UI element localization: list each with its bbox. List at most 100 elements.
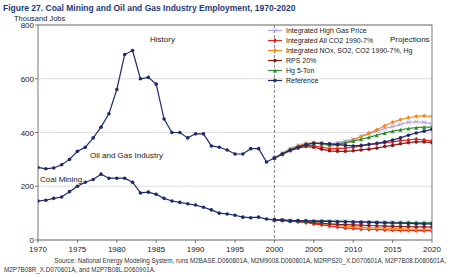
series-marker — [249, 147, 253, 151]
plot-frame — [38, 25, 432, 240]
series-marker — [60, 195, 64, 199]
series-marker — [344, 220, 348, 224]
series-marker — [343, 219, 347, 223]
series-marker — [312, 140, 316, 145]
series-marker — [107, 112, 111, 116]
series-marker — [280, 218, 284, 222]
series-marker — [359, 144, 363, 149]
series-marker — [391, 224, 395, 228]
series-marker — [351, 144, 355, 148]
x-tick — [274, 240, 275, 243]
series-marker — [202, 132, 206, 136]
series-marker — [414, 126, 418, 130]
series-marker — [154, 82, 158, 86]
series-marker — [76, 150, 80, 154]
series-marker — [359, 220, 363, 224]
series-marker — [406, 220, 410, 224]
x-tick — [432, 240, 433, 243]
series-marker — [383, 221, 387, 225]
annotation: Coal Mining — [40, 175, 82, 184]
series-marker — [91, 178, 95, 182]
series-marker — [398, 122, 402, 126]
series-marker — [123, 53, 127, 57]
series-marker — [406, 120, 410, 124]
series-line — [274, 116, 432, 158]
series-marker — [312, 220, 316, 225]
series-marker — [288, 219, 292, 224]
legend-marker — [273, 48, 277, 53]
series-marker — [422, 222, 426, 226]
series-marker — [414, 114, 418, 119]
series-marker — [304, 219, 308, 224]
series-marker — [351, 220, 355, 224]
series-marker — [391, 138, 395, 142]
series-marker — [273, 156, 277, 160]
series-marker — [367, 135, 371, 139]
series-marker — [375, 127, 379, 132]
series-marker — [344, 144, 348, 148]
series-marker — [391, 125, 395, 129]
series-marker — [414, 221, 418, 225]
series-marker — [272, 217, 276, 222]
series-marker — [210, 208, 214, 212]
series-marker — [280, 218, 284, 223]
series-marker — [115, 88, 119, 92]
series-marker — [273, 156, 277, 160]
series-marker — [407, 141, 411, 145]
series-marker — [383, 140, 387, 144]
series-marker — [202, 205, 206, 209]
series-marker — [406, 126, 410, 130]
series-marker — [391, 120, 395, 125]
series-marker — [296, 145, 300, 149]
series-line — [274, 220, 432, 231]
series-marker — [414, 131, 418, 135]
series-marker — [210, 144, 214, 148]
x-tick-label: 2000 — [266, 245, 284, 254]
series-marker — [422, 221, 426, 225]
series-marker — [422, 125, 426, 129]
series-marker — [304, 219, 308, 223]
series-marker — [351, 145, 355, 150]
series-marker — [194, 132, 198, 136]
series-marker — [131, 49, 135, 53]
series-marker — [328, 143, 332, 147]
annotation: Oil and Gas Industry — [90, 151, 163, 160]
series-marker — [399, 221, 403, 225]
series-marker — [194, 203, 198, 207]
title: Figure 27. Coal Mining and Oil and Gas I… — [3, 3, 296, 13]
series-marker — [288, 219, 292, 224]
legend-marker — [273, 38, 277, 43]
series-marker — [265, 160, 269, 164]
series-marker — [44, 167, 48, 171]
legend-label: Reference — [286, 77, 318, 84]
series-marker — [280, 218, 284, 222]
series-marker — [304, 219, 308, 223]
series-marker — [162, 117, 166, 121]
series-marker — [304, 219, 308, 223]
series-marker — [367, 220, 371, 224]
series-marker — [304, 142, 308, 146]
series-marker — [76, 184, 80, 188]
series-line — [274, 220, 432, 229]
series-marker — [399, 136, 403, 140]
series-marker — [154, 193, 158, 197]
series-marker — [422, 113, 426, 118]
series-marker — [391, 144, 395, 148]
series-marker — [131, 180, 135, 184]
series-marker — [296, 219, 300, 223]
series-marker — [367, 147, 371, 151]
series-marker — [225, 148, 229, 152]
series-marker — [383, 131, 387, 135]
series-marker — [399, 142, 403, 146]
series-marker — [320, 141, 324, 146]
series-marker — [375, 221, 379, 225]
x-tick-label: 1995 — [226, 245, 244, 254]
series-marker — [217, 211, 221, 215]
series-marker — [249, 216, 253, 220]
series-marker — [351, 139, 355, 143]
series-marker — [320, 219, 324, 223]
series-marker — [398, 117, 402, 122]
series-marker — [139, 191, 143, 195]
y-tick-label: 200 — [21, 182, 35, 191]
series-marker — [383, 220, 387, 224]
